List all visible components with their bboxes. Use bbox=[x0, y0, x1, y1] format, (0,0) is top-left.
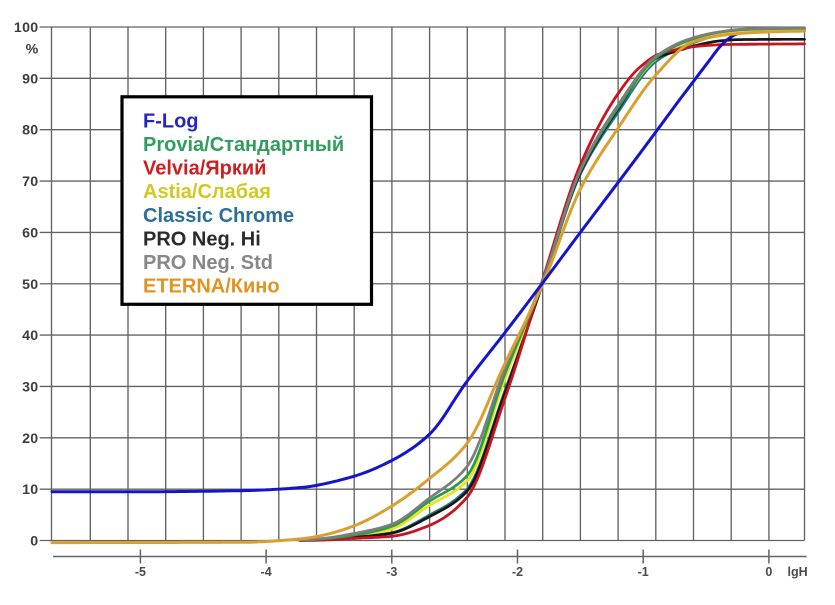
svg-text:-2: -2 bbox=[512, 565, 523, 579]
svg-text:80: 80 bbox=[22, 123, 38, 139]
svg-text:%: % bbox=[26, 42, 39, 58]
svg-text:PRO Neg. Hi: PRO Neg. Hi bbox=[143, 228, 261, 250]
svg-text:ETERNA/Кино: ETERNA/Кино bbox=[143, 276, 280, 298]
svg-text:Astia/Слабая: Astia/Слабая bbox=[143, 181, 271, 203]
svg-text:-4: -4 bbox=[261, 565, 272, 579]
svg-text:0: 0 bbox=[30, 534, 38, 550]
svg-text:-1: -1 bbox=[638, 565, 649, 579]
svg-text:Classic Chrome: Classic Chrome bbox=[143, 205, 294, 227]
svg-text:40: 40 bbox=[22, 328, 38, 344]
svg-text:10: 10 bbox=[22, 482, 38, 498]
svg-text:F-Log: F-Log bbox=[143, 110, 199, 132]
svg-text:100: 100 bbox=[14, 20, 39, 36]
svg-text:-3: -3 bbox=[386, 565, 397, 579]
svg-text:-5: -5 bbox=[135, 565, 146, 579]
svg-text:0: 0 bbox=[765, 565, 772, 579]
svg-text:PRO Neg. Std: PRO Neg. Std bbox=[143, 252, 273, 274]
svg-text:lgH: lgH bbox=[788, 565, 808, 579]
svg-text:50: 50 bbox=[22, 277, 38, 293]
svg-text:Velvia/Яркий: Velvia/Яркий bbox=[143, 158, 266, 180]
svg-text:90: 90 bbox=[22, 71, 38, 87]
svg-text:20: 20 bbox=[22, 431, 38, 447]
svg-text:60: 60 bbox=[22, 225, 38, 241]
svg-text:30: 30 bbox=[22, 379, 38, 395]
svg-text:Provia/Стандартный: Provia/Стандартный bbox=[143, 134, 344, 156]
svg-text:70: 70 bbox=[22, 174, 38, 190]
